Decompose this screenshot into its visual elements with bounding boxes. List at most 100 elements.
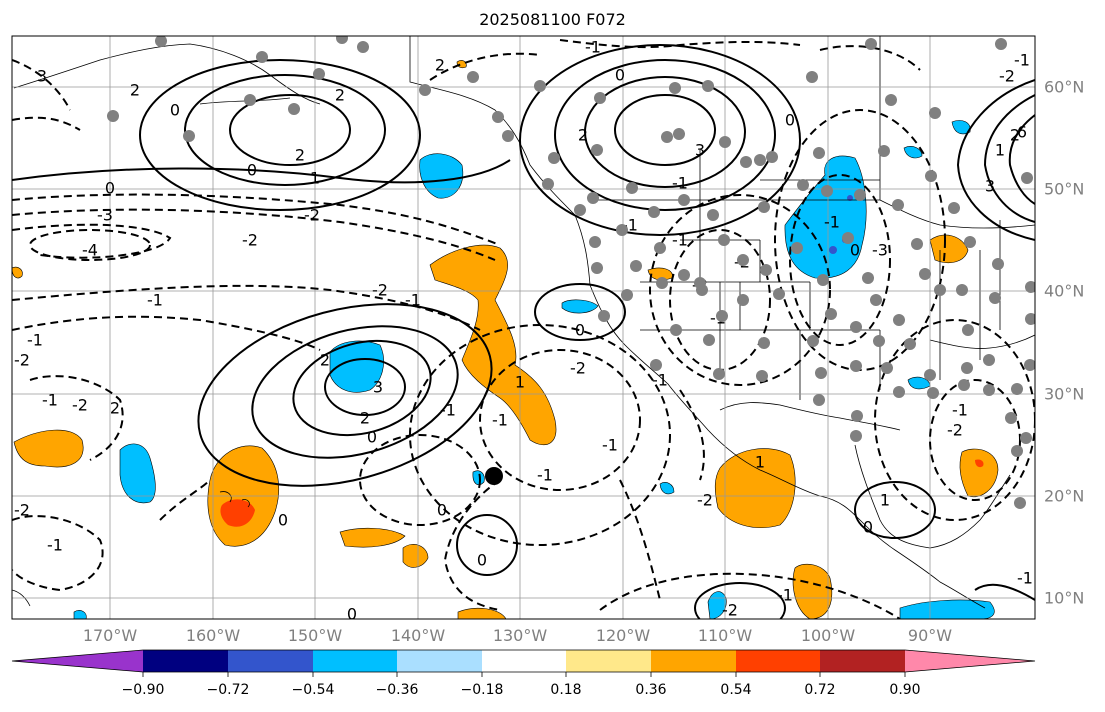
- storm-center-marker: [485, 467, 503, 485]
- contour-label: 0: [170, 101, 180, 120]
- colorbar-segment: [313, 650, 397, 672]
- contour-label: -1: [1014, 51, 1030, 70]
- contour-label: -1: [47, 536, 63, 555]
- contour-label: -1: [492, 411, 508, 430]
- colorbar-segment: [228, 650, 313, 672]
- contour-label: 2: [578, 126, 588, 145]
- colorbar-tick-label: 0.18: [550, 682, 582, 698]
- contour-label: -1: [672, 174, 688, 193]
- colorbar-tick-label: −0.72: [206, 682, 250, 698]
- contour-labels: 3 2 0 2 0 2 1 0 -3 -2 -4 -2 -1 0 -1 -2 2…: [14, 38, 1033, 624]
- map-title: 2025081100 F072: [479, 10, 626, 29]
- colorbar-segment: [820, 650, 905, 672]
- contour-label: -2: [72, 396, 88, 415]
- contour-label: -2: [14, 501, 30, 520]
- contour-label: -2: [722, 601, 738, 620]
- strong-positive-shading: [220, 459, 984, 527]
- colorbar-tick-label: 0.72: [804, 682, 836, 698]
- contour-label: 0: [575, 321, 585, 340]
- contour-label: 2: [295, 146, 305, 165]
- contour-label: -1: [652, 371, 668, 390]
- colorbar: [11, 649, 1036, 677]
- contour-label: 1: [755, 453, 765, 472]
- contour-label: 0: [105, 179, 115, 198]
- contour-label: 1: [515, 373, 525, 392]
- contour-label: -3: [97, 206, 113, 225]
- colorbar-segment: [482, 650, 566, 672]
- contour-label: 0: [278, 511, 288, 530]
- contour-label: 2: [110, 399, 120, 418]
- contour-label: 0: [247, 161, 257, 180]
- longitude-label: 110°W: [697, 626, 753, 645]
- contour-label: 2: [320, 351, 330, 370]
- contour-label: -2: [372, 281, 388, 300]
- colorbar-tick-label: −0.36: [375, 682, 419, 698]
- latitude-label: 60°N: [1044, 77, 1085, 97]
- negative-anomaly-shading: [73, 120, 995, 619]
- contour-label: 0: [615, 66, 625, 85]
- contour-label: 2: [1010, 126, 1020, 145]
- contour-label: 0: [437, 501, 447, 520]
- latitude-label: 40°N: [1044, 281, 1085, 301]
- longitude-label: 100°W: [800, 626, 856, 645]
- contour-label: -1: [777, 586, 793, 605]
- contour-label: 0: [347, 605, 357, 624]
- contour-label: 1: [995, 141, 1005, 160]
- colorbar-segment: [736, 650, 820, 672]
- positive-contours: [12, 44, 1035, 619]
- contour-label: -1: [672, 231, 688, 250]
- colorbar-segment: [12, 650, 143, 672]
- colorbar-segment: [566, 650, 651, 672]
- contour-label: 2: [360, 409, 370, 428]
- longitude-label: 120°W: [595, 626, 651, 645]
- contour-label: -1: [27, 331, 43, 350]
- contour-label: 3: [695, 141, 705, 160]
- colorbar-segment: [397, 650, 482, 672]
- contour-label: -1: [537, 466, 553, 485]
- contour-label: -4: [82, 241, 98, 260]
- contour-label: -1: [585, 38, 601, 57]
- colorbar-tick-label: −0.18: [460, 682, 504, 698]
- station-dots: [107, 36, 1035, 509]
- graticule: [12, 36, 1035, 619]
- latitude-label: 10°N: [1044, 588, 1085, 608]
- contour-label: 1: [880, 491, 890, 510]
- contour-label: -2: [242, 231, 258, 250]
- contour-label: 3: [37, 67, 47, 86]
- contour-label: -2: [947, 421, 963, 440]
- longitude-label: 150°W: [287, 626, 343, 645]
- colorbar-segment: [905, 650, 1035, 672]
- contour-label: -2: [697, 491, 713, 510]
- contour-label: -2: [14, 351, 30, 370]
- contour-label: 0: [850, 241, 860, 260]
- latitude-label: 20°N: [1044, 486, 1085, 506]
- contour-label: -3: [872, 241, 888, 260]
- contour-label: -1: [1017, 569, 1033, 588]
- longitude-label: 140°W: [390, 626, 446, 645]
- latitude-label: 30°N: [1044, 384, 1085, 404]
- colorbar-tick-label: 0.54: [720, 682, 752, 698]
- contour-label: 2: [335, 86, 345, 105]
- contour-label: 1: [310, 169, 320, 188]
- contour-label: -2: [570, 359, 586, 378]
- contour-label: 0: [785, 111, 795, 130]
- contour-label: -1: [440, 401, 456, 420]
- longitude-label: 160°W: [185, 626, 241, 645]
- contour-label: 6: [1017, 123, 1027, 142]
- contour-label: -1: [405, 291, 421, 310]
- longitude-label: 130°W: [492, 626, 548, 645]
- contour-label: -1: [147, 291, 163, 310]
- contour-label: 3: [373, 378, 383, 397]
- colorbar-segment: [143, 650, 228, 672]
- contour-label: -2: [304, 206, 320, 225]
- longitude-label: 170°W: [82, 626, 138, 645]
- contour-label: 0: [477, 551, 487, 570]
- contour-label: 0: [863, 518, 873, 537]
- contour-label: -1: [824, 213, 840, 232]
- contour-label: 0: [367, 428, 377, 447]
- contour-label: 2: [435, 56, 445, 75]
- contour-label: -1: [952, 401, 968, 420]
- latitude-label: 50°N: [1044, 179, 1085, 199]
- colorbar-tick-label: −0.54: [291, 682, 335, 698]
